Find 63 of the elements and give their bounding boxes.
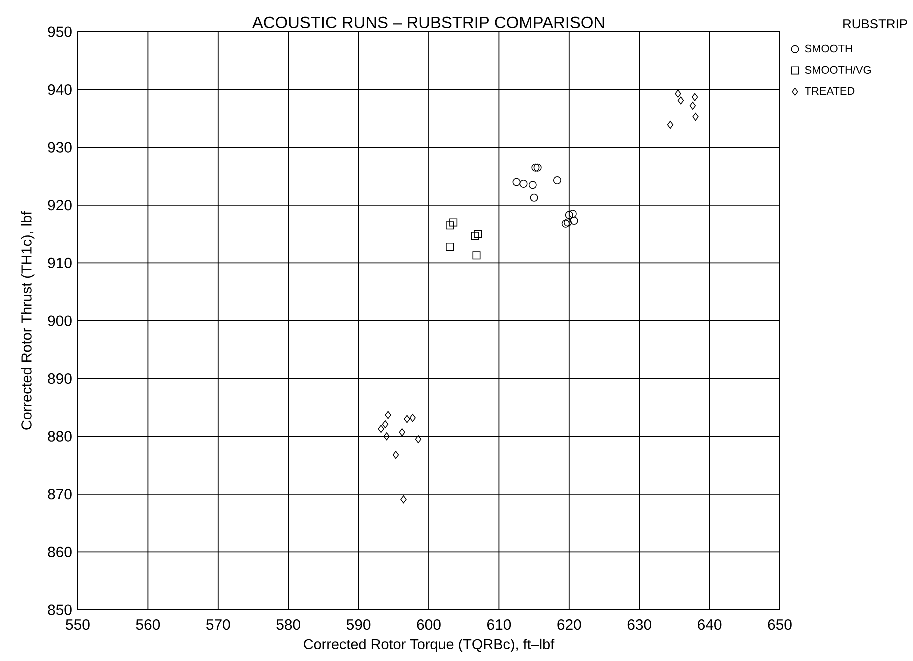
point bbox=[404, 415, 410, 424]
point bbox=[450, 218, 458, 227]
point bbox=[562, 220, 570, 228]
point bbox=[446, 243, 454, 252]
x-tick-label: 580 bbox=[276, 620, 300, 630]
point bbox=[678, 96, 684, 105]
x-axis-title: Corrected Rotor Torque (TQRBc), ft–lbf bbox=[304, 638, 555, 652]
y-tick-label: 860 bbox=[48, 546, 72, 558]
y-tick-label: 900 bbox=[48, 316, 72, 326]
point bbox=[471, 232, 480, 240]
point bbox=[528, 181, 537, 190]
chart-title: ACOUSTIC RUNS – RUBSTRIP COMPARISON bbox=[252, 16, 604, 28]
point bbox=[392, 451, 400, 460]
point bbox=[565, 211, 574, 220]
point bbox=[520, 180, 528, 188]
x-tick-label: 560 bbox=[136, 620, 160, 630]
point bbox=[415, 435, 422, 444]
x-tick-label: 550 bbox=[66, 620, 90, 630]
x-tick-label: 640 bbox=[698, 620, 722, 630]
legend-title: RUBSTRIP bbox=[844, 20, 908, 29]
y-tick-label: 940 bbox=[48, 84, 72, 96]
point bbox=[568, 210, 577, 218]
point bbox=[564, 218, 572, 227]
y-tick-label: 910 bbox=[48, 258, 72, 268]
y-axis-title: Corrected Rotor Thrust (TH1c), lbf bbox=[21, 211, 35, 430]
y-tick-label: 850 bbox=[48, 604, 72, 616]
x-tick-label: 590 bbox=[346, 620, 371, 630]
point bbox=[385, 411, 392, 420]
point bbox=[474, 230, 482, 238]
point bbox=[675, 90, 682, 98]
point bbox=[530, 194, 538, 202]
point bbox=[532, 164, 540, 172]
point bbox=[512, 178, 521, 186]
y-tick-label: 930 bbox=[48, 142, 72, 153]
y-tick-label: 870 bbox=[48, 489, 72, 500]
legend-label: SMOOTH/VG bbox=[805, 66, 871, 74]
point bbox=[570, 217, 578, 225]
x-tick-label: 570 bbox=[206, 620, 230, 630]
point bbox=[382, 420, 389, 428]
point bbox=[534, 164, 542, 172]
point bbox=[378, 425, 384, 434]
legend-label: TREATED bbox=[805, 87, 855, 95]
legend-label: SMOOTH bbox=[805, 44, 852, 53]
x-tick-label: 630 bbox=[628, 620, 652, 630]
y-tick-label: 950 bbox=[48, 26, 72, 38]
y-tick-label: 880 bbox=[48, 431, 72, 442]
y-tick-label: 890 bbox=[48, 374, 72, 384]
point bbox=[410, 414, 416, 422]
point bbox=[553, 176, 562, 185]
point bbox=[692, 112, 699, 121]
point bbox=[446, 222, 454, 230]
x-tick-label: 650 bbox=[768, 620, 792, 630]
point bbox=[384, 432, 390, 441]
point bbox=[400, 496, 407, 504]
point bbox=[667, 121, 674, 130]
x-tick-label: 600 bbox=[417, 620, 441, 630]
point bbox=[472, 252, 481, 260]
x-tick-label: 610 bbox=[488, 620, 512, 630]
x-tick-label: 620 bbox=[558, 620, 582, 630]
point bbox=[692, 93, 698, 102]
point bbox=[690, 102, 696, 110]
y-tick-label: 920 bbox=[48, 200, 72, 211]
point bbox=[399, 428, 406, 437]
